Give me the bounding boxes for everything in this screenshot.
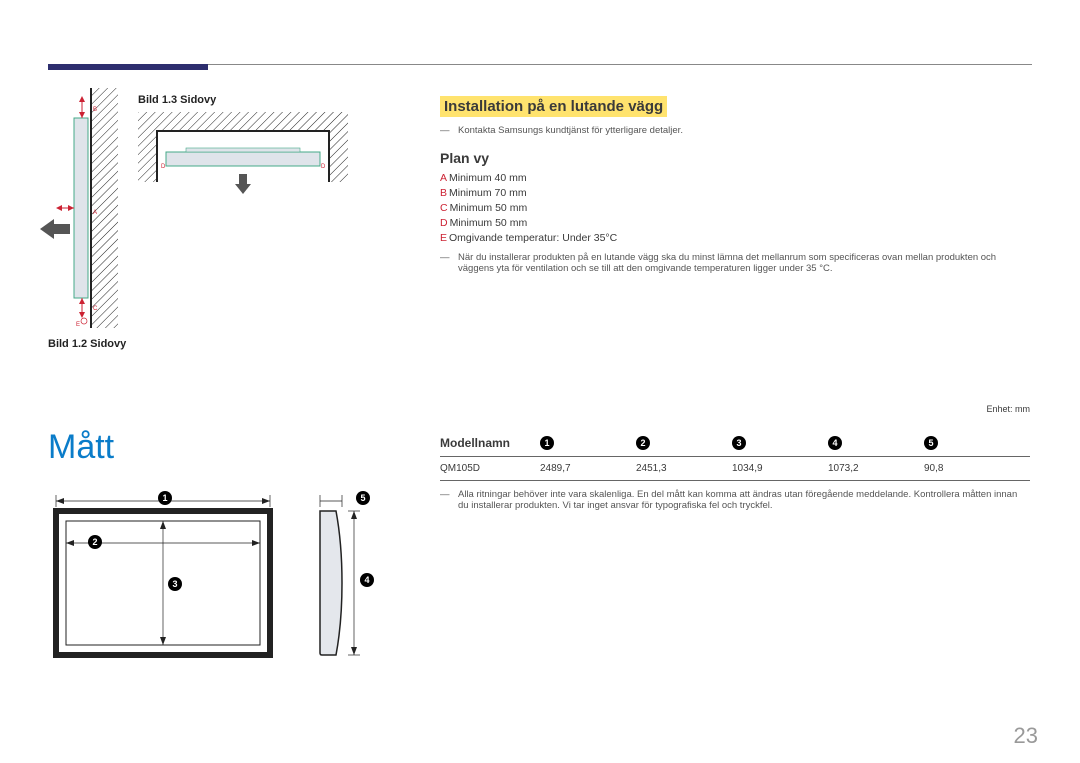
circ-3: 3: [168, 577, 182, 591]
spec-C: CMinimum 50 mm: [440, 202, 1030, 214]
spec-A: AMinimum 40 mm: [440, 172, 1030, 184]
label-D-left: D: [161, 164, 166, 170]
model-header: Modellnamn: [440, 436, 540, 450]
label-D-right: D: [321, 164, 326, 170]
caption-1-2: Bild 1.2 Sidovy: [48, 338, 408, 350]
install-heading: Installation på en lutande vägg: [440, 96, 667, 117]
dash-icon: ―: [440, 125, 454, 136]
col-3: 3: [732, 436, 746, 450]
circ-4: 4: [360, 573, 374, 587]
unit-label: Enhet: mm: [440, 404, 1030, 414]
dash-icon: ―: [440, 252, 454, 263]
left-column: B A C E Bild 1.3 Sidovy: [48, 80, 408, 663]
dimensions-table: Enhet: mm Modellnamn 1 2 3 4 5 QM105D 24…: [440, 404, 1030, 511]
diagram-side: [312, 493, 360, 663]
label-B: B: [93, 107, 97, 113]
right-column: Installation på en lutande vägg ― Kontakt…: [440, 96, 1030, 511]
circ-5: 5: [356, 491, 370, 505]
caption-1-3: Bild 1.3 Sidovy: [138, 94, 348, 106]
table-footnote: Alla ritningar behöver inte vara skalenl…: [458, 489, 1030, 511]
label-A: A: [93, 210, 97, 216]
accent-bar: [48, 64, 208, 70]
page-number: 23: [1014, 723, 1038, 749]
dimension-diagrams: 1 2 3 5 4: [48, 493, 408, 663]
table-row: QM105D 2489,7 2451,3 1034,9 1073,2 90,8: [440, 457, 1030, 481]
install-note1: Kontakta Samsungs kundtjänst för ytterli…: [458, 125, 683, 136]
dimensions-title: Mått: [48, 428, 408, 467]
diagram-top-wide: D D: [138, 112, 348, 222]
col-2: 2: [636, 436, 650, 450]
spec-D: DMinimum 50 mm: [440, 217, 1030, 229]
spec-B: BMinimum 70 mm: [440, 187, 1030, 199]
spec-E: EOmgivande temperatur: Under 35°C: [440, 232, 1030, 244]
col-1: 1: [540, 436, 554, 450]
circ-1: 1: [158, 491, 172, 505]
label-E: E: [76, 322, 80, 328]
label-C: C: [93, 306, 98, 312]
circ-2: 2: [88, 535, 102, 549]
col-5: 5: [924, 436, 938, 450]
diagram-side-tall: B A C E: [48, 88, 120, 328]
diagram-front: [48, 493, 278, 663]
plan-heading: Plan vy: [440, 150, 1030, 166]
col-4: 4: [828, 436, 842, 450]
install-note2: När du installerar produkten på en lutan…: [458, 252, 1030, 274]
dash-icon: ―: [440, 489, 454, 500]
